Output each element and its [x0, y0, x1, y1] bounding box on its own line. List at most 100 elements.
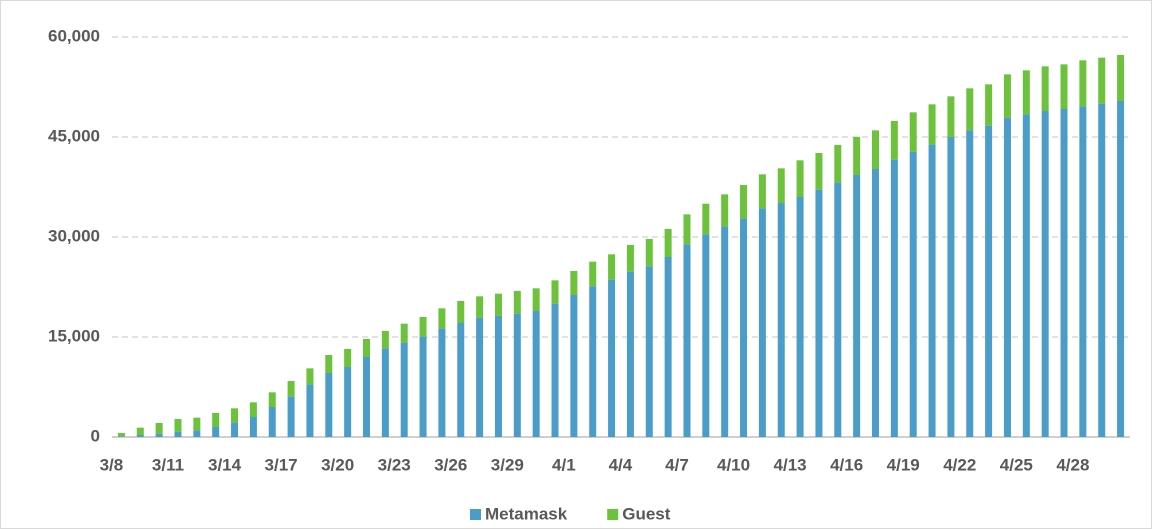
bar-segment: [853, 175, 861, 437]
bar-segment: [834, 182, 842, 437]
bar-segment: [306, 368, 314, 385]
bar-segment: [1060, 109, 1068, 437]
bar-segment: [419, 317, 427, 337]
bar-segment: [966, 130, 974, 438]
x-tick-label: 3/29: [491, 455, 524, 474]
bar-segment: [626, 271, 634, 437]
bar-segment: [589, 261, 597, 287]
bar-segment: [344, 367, 352, 437]
bar-segment: [155, 423, 163, 434]
bar-segment: [1003, 117, 1011, 438]
x-tick-label: 4/13: [774, 455, 807, 474]
bar-segment: [928, 144, 936, 438]
bar-segment: [645, 266, 653, 437]
bar-segment: [325, 373, 333, 437]
y-tick-label: 15,000: [48, 326, 100, 345]
legend-swatch: [607, 509, 619, 520]
bar-segment: [268, 392, 276, 407]
bar-segment: [947, 137, 955, 437]
x-tick-label: 4/4: [609, 455, 633, 474]
x-tick-label: 3/23: [378, 455, 411, 474]
bar-segment: [909, 151, 917, 437]
bar-segment: [532, 288, 540, 311]
bar-segment: [853, 137, 861, 175]
bar-segment: [268, 407, 276, 437]
legend-label: Guest: [622, 504, 671, 523]
bar-segment: [872, 169, 879, 437]
x-tick-label: 3/17: [265, 455, 298, 474]
bar-segment: [589, 286, 597, 437]
bar-segment: [1041, 66, 1049, 111]
bar-segment: [513, 291, 521, 314]
bar-segment: [796, 160, 804, 197]
bar-segment: [174, 431, 182, 437]
bar-segment: [1022, 70, 1030, 115]
bar-segment: [174, 419, 182, 432]
bar-segment: [551, 303, 559, 437]
bar-segment: [231, 408, 239, 423]
bar-segment: [758, 208, 766, 437]
bar-segment: [136, 435, 144, 437]
bar-segment: [249, 402, 257, 417]
bar-segment: [683, 214, 691, 245]
bar-segment: [890, 121, 898, 160]
bar-segment: [570, 271, 578, 295]
bar-segment: [400, 342, 408, 437]
bar-segment: [381, 331, 389, 349]
bar-segment: [476, 296, 484, 318]
bar-segment: [193, 417, 201, 431]
bar-segment: [872, 130, 879, 169]
x-tick-label: 4/10: [717, 455, 750, 474]
bar-segment: [815, 153, 823, 190]
bar-segment: [155, 433, 163, 437]
bar-segment: [664, 229, 672, 257]
bar-segment: [419, 336, 427, 437]
bar-segment: [1098, 103, 1106, 438]
bar-segment: [457, 323, 465, 437]
bar-segment: [344, 349, 352, 367]
bar-segment: [608, 279, 616, 437]
bar-segment: [400, 323, 408, 343]
bar-segment: [645, 239, 653, 267]
bar-segment: [721, 226, 729, 437]
bar-segment: [438, 308, 446, 329]
bar-segment: [1117, 55, 1125, 101]
bar-segment: [966, 88, 974, 131]
bar-segment: [513, 313, 521, 437]
bar-segment: [494, 315, 502, 437]
bar-segment: [212, 413, 220, 427]
bar-segment: [306, 384, 314, 437]
bar-segment: [231, 422, 239, 437]
bar-segment: [1003, 74, 1011, 118]
bar-segment: [702, 203, 710, 235]
bar-segment: [363, 357, 370, 437]
bar-segment: [457, 301, 465, 323]
bar-segment: [1079, 60, 1087, 107]
x-tick-label: 3/11: [152, 455, 184, 474]
legend-swatch: [470, 509, 481, 520]
x-tick-label: 3/20: [321, 455, 354, 474]
bar-segment: [325, 355, 333, 373]
bar-segment: [834, 145, 842, 183]
bar-segment: [212, 427, 220, 437]
y-tick-label: 0: [91, 426, 100, 445]
bar-segment: [815, 189, 823, 437]
bar-segment: [890, 159, 898, 437]
bar-segment: [1060, 64, 1068, 109]
bar-segment: [1117, 101, 1125, 437]
bar-segment: [740, 218, 748, 437]
bar-segment: [381, 348, 389, 437]
x-tick-label: 4/28: [1056, 455, 1089, 474]
bar-segment: [136, 427, 144, 435]
bar-segment: [626, 245, 634, 272]
x-tick-label: 3/8: [100, 455, 124, 474]
bar-segment: [1041, 111, 1049, 437]
y-tick-label: 30,000: [48, 226, 100, 245]
bar-segment: [947, 96, 955, 137]
bar-segment: [1022, 114, 1030, 437]
x-tick-label: 4/1: [552, 455, 576, 474]
bar-segment: [608, 254, 616, 280]
x-tick-label: 4/25: [1000, 455, 1033, 474]
bar-segment: [928, 104, 936, 145]
